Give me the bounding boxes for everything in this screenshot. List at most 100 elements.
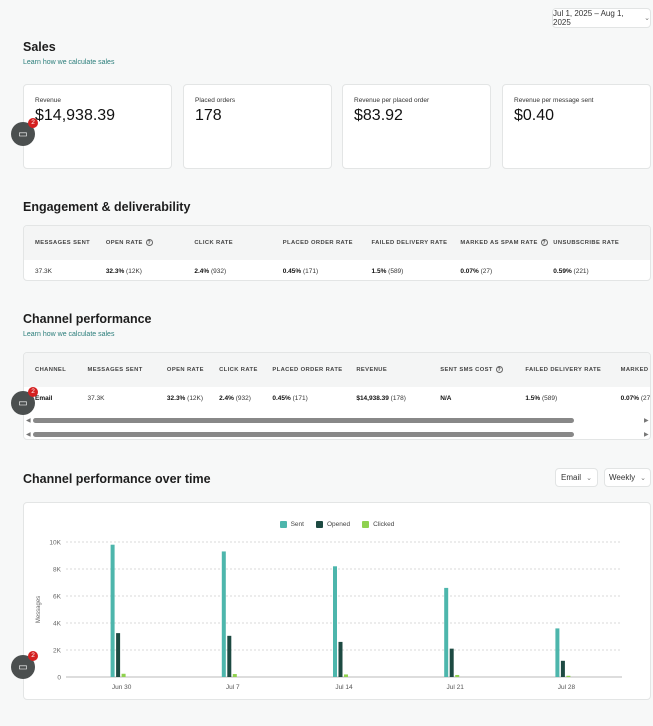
column-header-label: OPEN RATE (105, 240, 143, 247)
legend-label: Clicked (373, 521, 395, 528)
legend-item-opened[interactable]: Opened (315, 521, 351, 528)
channel-select[interactable]: Email ⌄ (555, 468, 598, 487)
bar-chart: 0 2K 4K 6K 8K 10K Messages Jun 30 Jul 7 Jul 14 Jul… (36, 540, 622, 691)
column-header: MARKED AS SPAM RATE (620, 353, 650, 387)
metric-count: (221) (571, 267, 589, 275)
column-header: MARKED AS SPAM RATE? (460, 226, 554, 260)
chevron-down-icon: ⌄ (640, 474, 646, 482)
column-header: OPEN RATE? (105, 226, 195, 260)
x-tick-label: Jun 30 (112, 684, 132, 691)
metric-value: N/A (440, 394, 452, 402)
chat-button[interactable]: ▭ 2 (11, 651, 38, 679)
engagement-table: MESSAGES SENT OPEN RATE? CLICK RATE PLACED … (23, 225, 651, 281)
kpi-card: Revenue per message sent $0.40 (502, 84, 651, 169)
bar-sent (221, 551, 226, 677)
metric-value: 0.45% (272, 394, 291, 402)
kpi-value: 178 (195, 107, 222, 124)
column-header-label: CLICK RATE (219, 367, 258, 373)
column-header-label: CLICK RATE (194, 240, 233, 246)
y-tick-label: 8K (53, 567, 62, 574)
bar-sent (444, 587, 449, 677)
kpi-card: Revenue $14,938.39 (23, 84, 172, 169)
table-cell: 37.3K (24, 260, 106, 280)
kpi-card: Revenue per placed order $83.92 (342, 84, 491, 169)
legend-label: Opened (326, 521, 351, 528)
table-cell: 32.3% (12K) (106, 260, 195, 280)
scroll-left-icon[interactable]: ◀ (26, 432, 31, 438)
scroll-right-icon[interactable]: ▶ (644, 418, 649, 424)
column-header-label: FAILED DELIVERY RATE (525, 367, 602, 373)
table-cell: 1.5% (589) (371, 260, 461, 280)
column-header-label: MESSAGES SENT (87, 367, 143, 373)
column-header-label: MARKED AS SPAM RATE (460, 240, 538, 247)
metric-count: (178) (388, 394, 406, 402)
chart-legend: Sent Opened Clicked (24, 521, 650, 528)
checkbox-icon (279, 521, 287, 528)
metric-value: 2.4% (194, 267, 210, 275)
y-tick-label: 2K (53, 648, 62, 655)
horizontal-scrollbar[interactable] (33, 418, 574, 423)
bar-clicked (121, 673, 126, 677)
table-cell: 32.3% (12K) (167, 387, 219, 409)
date-range-picker[interactable]: Jul 1, 2025 – Aug 1, 2025 ⌄ (552, 8, 651, 28)
chevron-down-icon: ⌄ (586, 474, 592, 482)
kpi-label: Revenue (35, 97, 62, 104)
kpi-value: $14,938.39 (35, 107, 116, 124)
y-axis-label: Messages (36, 596, 42, 623)
column-header: OPEN RATE (166, 353, 220, 387)
chat-icon: ▭ (18, 661, 28, 673)
legend-item-clicked[interactable]: Clicked (362, 521, 394, 528)
help-icon[interactable]: ? (145, 239, 153, 247)
column-header: CLICK RATE (194, 226, 283, 260)
column-header: FAILED DELIVERY RATE (525, 353, 621, 387)
table-cell: Email (24, 387, 88, 409)
y-tick-label: 0 (57, 675, 61, 682)
checkbox-icon (315, 521, 323, 528)
metric-value: 1.5% (371, 267, 387, 275)
metric-count: (27) (640, 394, 651, 402)
bar-clicked (344, 674, 348, 677)
column-header-label: PLACED ORDER RATE (282, 240, 353, 246)
table-cell: 1.5% (589) (525, 387, 620, 409)
y-tick-label: 6K (53, 594, 62, 601)
column-header: MESSAGES SENT (87, 353, 167, 387)
kpi-label: Placed orders (195, 97, 236, 104)
table-cell: 0.07% (27) (460, 260, 553, 280)
legend-item-sent[interactable]: Sent (279, 521, 304, 528)
kpi-card: Placed orders 178 (183, 84, 332, 169)
help-icon[interactable]: ? (540, 239, 548, 247)
metric-count: (27) (478, 267, 493, 275)
kpi-label: Revenue per message sent (514, 97, 594, 104)
metric-count: 37.3K (87, 394, 105, 402)
channel-table: CHANNEL MESSAGES SENT OPEN RATE CLICK RATE P… (23, 352, 651, 440)
chart-card: Sent Opened Clicked 0 2K 4K 6K 8K 10K Messages Ju… (23, 502, 651, 700)
y-tick-label: 4K (53, 621, 62, 628)
period-select[interactable]: Weekly ⌄ (604, 468, 651, 487)
chat-button[interactable]: ▭ 2 (11, 118, 38, 146)
table-cell: 0.07% (27) (621, 387, 651, 409)
metric-count: (171) (301, 267, 319, 275)
column-header-label: MESSAGES SENT (35, 240, 91, 246)
bar-clicked (566, 675, 571, 677)
sales-learn-link[interactable]: Learn how we calculate sales (23, 59, 115, 66)
x-tick-label: Jul 21 (447, 684, 465, 691)
table-cell: 2.4% (932) (194, 260, 282, 280)
table-cell: N/A (440, 387, 525, 409)
channel-learn-link[interactable]: Learn how we calculate sales (23, 331, 115, 338)
metric-value: 0.07% (460, 267, 479, 275)
column-header-label: CHANNEL (35, 367, 67, 373)
horizontal-scrollbar[interactable] (33, 432, 574, 437)
bar-opened (227, 635, 232, 677)
chat-button[interactable]: ▭ 2 (11, 387, 38, 415)
bar-opened (449, 648, 454, 677)
help-icon[interactable]: ? (495, 366, 503, 374)
scroll-right-icon[interactable]: ▶ (644, 432, 649, 438)
metric-value: 2.4% (219, 394, 234, 402)
scroll-left-icon[interactable]: ◀ (26, 418, 31, 424)
chevron-down-icon: ⌄ (644, 15, 650, 22)
table-cell: 0.59% (221) (553, 260, 650, 280)
bar-opened (338, 641, 343, 677)
column-header-label: FAILED DELIVERY RATE (371, 240, 448, 246)
metric-value: Email (35, 394, 53, 402)
over-time-title: Channel performance over time (23, 472, 211, 486)
